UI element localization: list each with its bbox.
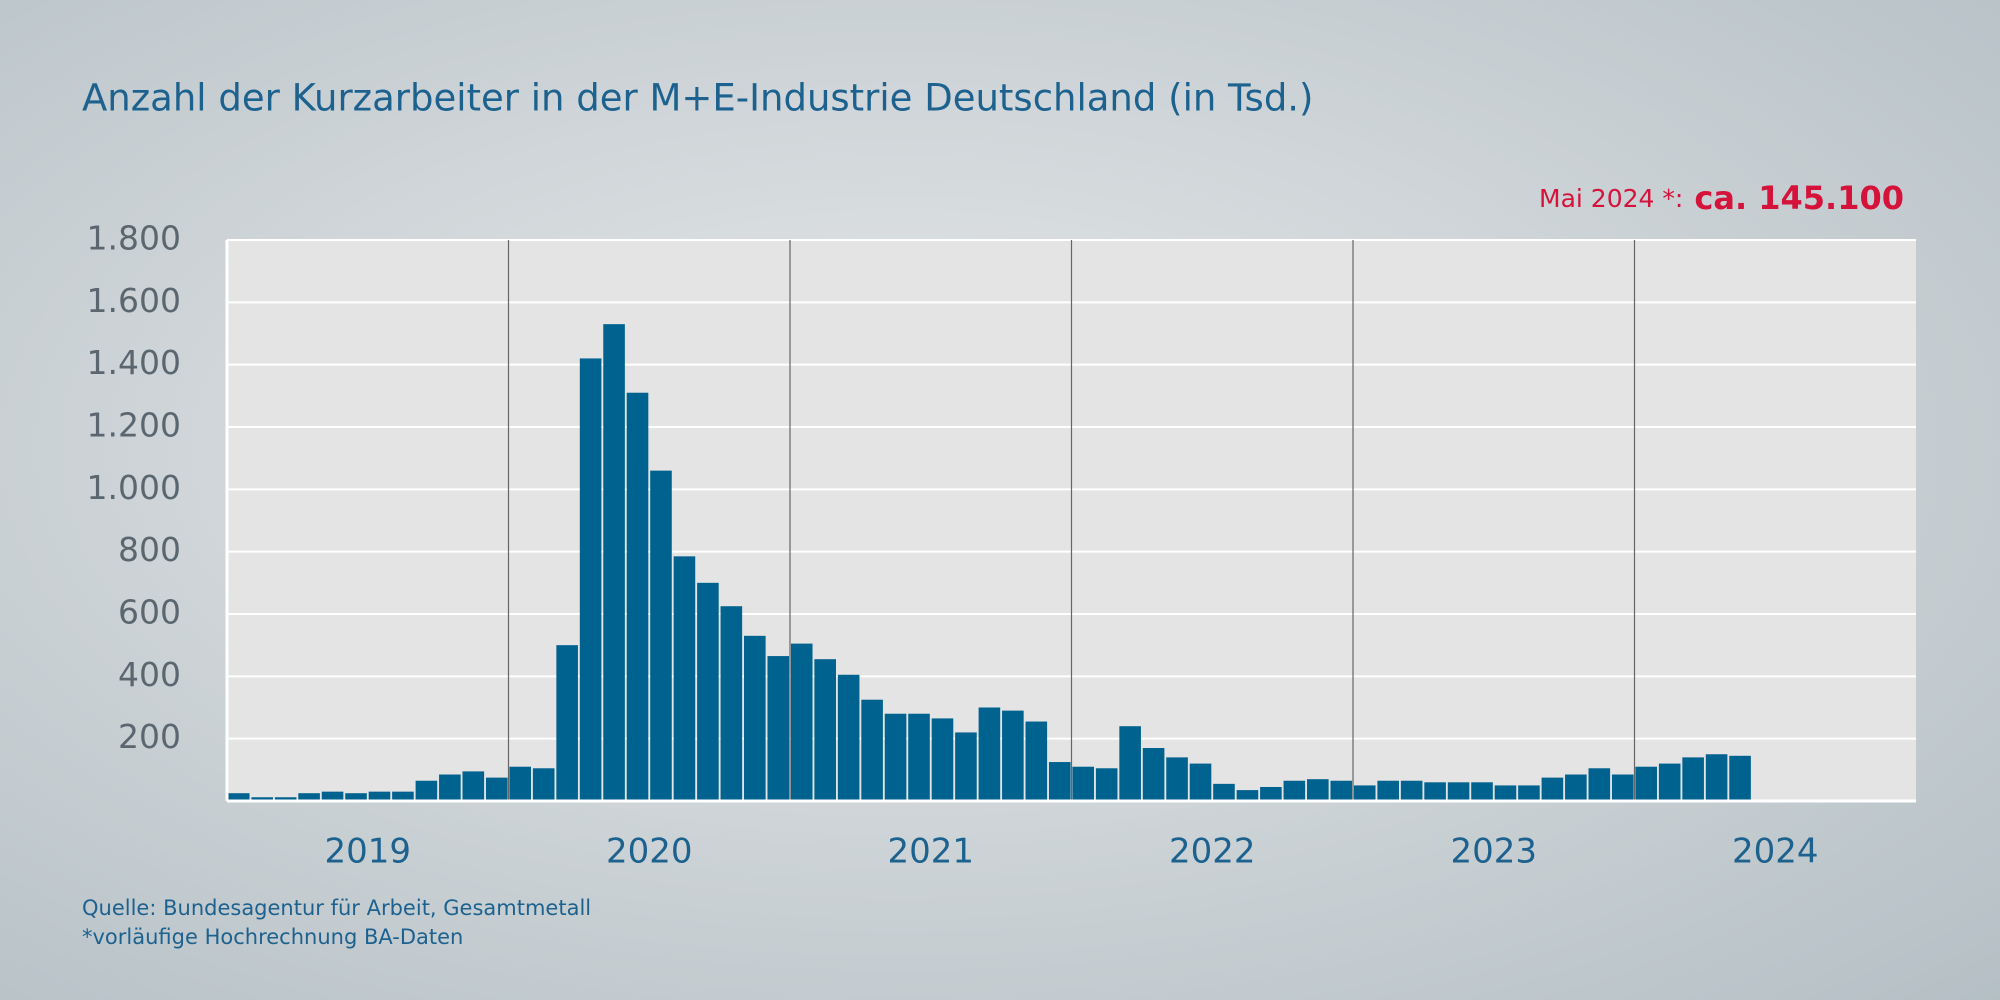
bar [415,780,438,801]
bar [227,793,250,801]
bar [345,793,367,801]
bar [837,674,860,801]
bar [744,635,766,801]
bar [509,766,532,801]
bar [1400,780,1423,801]
x-tick-label: 2022 [1169,832,1256,872]
bar [298,793,320,801]
bar [1447,782,1470,801]
bar [1025,721,1048,801]
annotation-label: Mai 2024 *: [1539,184,1683,213]
bar [1353,785,1376,801]
bar [1518,785,1540,801]
bar [274,797,297,801]
y-tick-label: 400 [118,655,181,694]
bar [462,771,485,801]
axes: 200 400 600 800 1.000 1.200 1.400 1.600 1.800 201… [87,219,1916,872]
y-tick-label: 800 [118,530,181,569]
bar [251,797,273,801]
y-tick-label: 200 [118,717,181,756]
bar [579,358,602,801]
bar [1095,768,1118,801]
bar [532,768,555,801]
source: Quelle: Bundesagentur für Arbeit, Gesamt… [82,896,591,920]
bar [814,659,836,801]
bar [720,606,743,801]
bar [1189,763,1212,801]
bar [1283,780,1306,801]
bar [1705,754,1728,801]
y-tick-label: 1.800 [87,219,181,258]
bar [556,645,578,801]
bar [392,791,414,801]
y-tick-label: 1.400 [87,343,181,382]
bar [368,791,391,801]
bar [1330,780,1353,801]
x-tick-label: 2023 [1450,832,1537,872]
bar [485,777,508,801]
bar [1377,780,1399,801]
bar [439,774,461,801]
bar [978,707,1001,801]
bar [1307,779,1329,801]
bar [650,470,672,801]
bar [321,791,344,801]
bar [1729,755,1751,801]
bar [1635,766,1658,801]
bar [697,582,719,801]
x-tick-label: 2019 [324,832,411,872]
x-tick-label: 2024 [1732,832,1819,872]
bar [1682,757,1704,801]
bar [1658,763,1681,801]
bar [1048,762,1071,801]
bar [1002,710,1024,801]
annotation: Mai 2024 *: ca. 145.100 [1539,179,1904,217]
bar [1611,774,1634,801]
bar [884,713,907,801]
bar [908,713,930,801]
bar [626,392,649,801]
bar [790,643,813,801]
annotation-value: ca. 145.100 [1694,179,1904,217]
chart-title: Anzahl der Kurzarbeiter in der M+E-Indus… [82,77,1314,120]
bar [955,732,977,801]
bar [767,656,790,801]
bar [931,718,954,801]
bar [1588,768,1611,801]
bar [1424,782,1446,801]
bar [673,556,696,801]
bar [1166,757,1188,801]
bars [227,324,1751,801]
y-tick-label: 1.000 [87,468,181,507]
bar [1541,777,1564,801]
x-tick-label: 2020 [606,832,693,872]
y-tick-label: 600 [118,593,181,632]
bar [603,324,625,801]
bar [1260,786,1282,801]
y-tick-label: 1.200 [87,406,181,445]
footnote: *vorläufige Hochrechnung BA-Daten [82,925,463,949]
bar [1142,748,1165,801]
x-tick-label: 2021 [887,832,974,872]
bar [1236,790,1259,801]
bar [1072,766,1095,801]
bar [1494,785,1517,801]
bar [1565,774,1587,801]
y-tick-label: 1.600 [87,281,181,320]
bar [1213,783,1235,801]
bar [1471,782,1493,801]
bar [861,699,883,801]
bar [1119,726,1141,801]
